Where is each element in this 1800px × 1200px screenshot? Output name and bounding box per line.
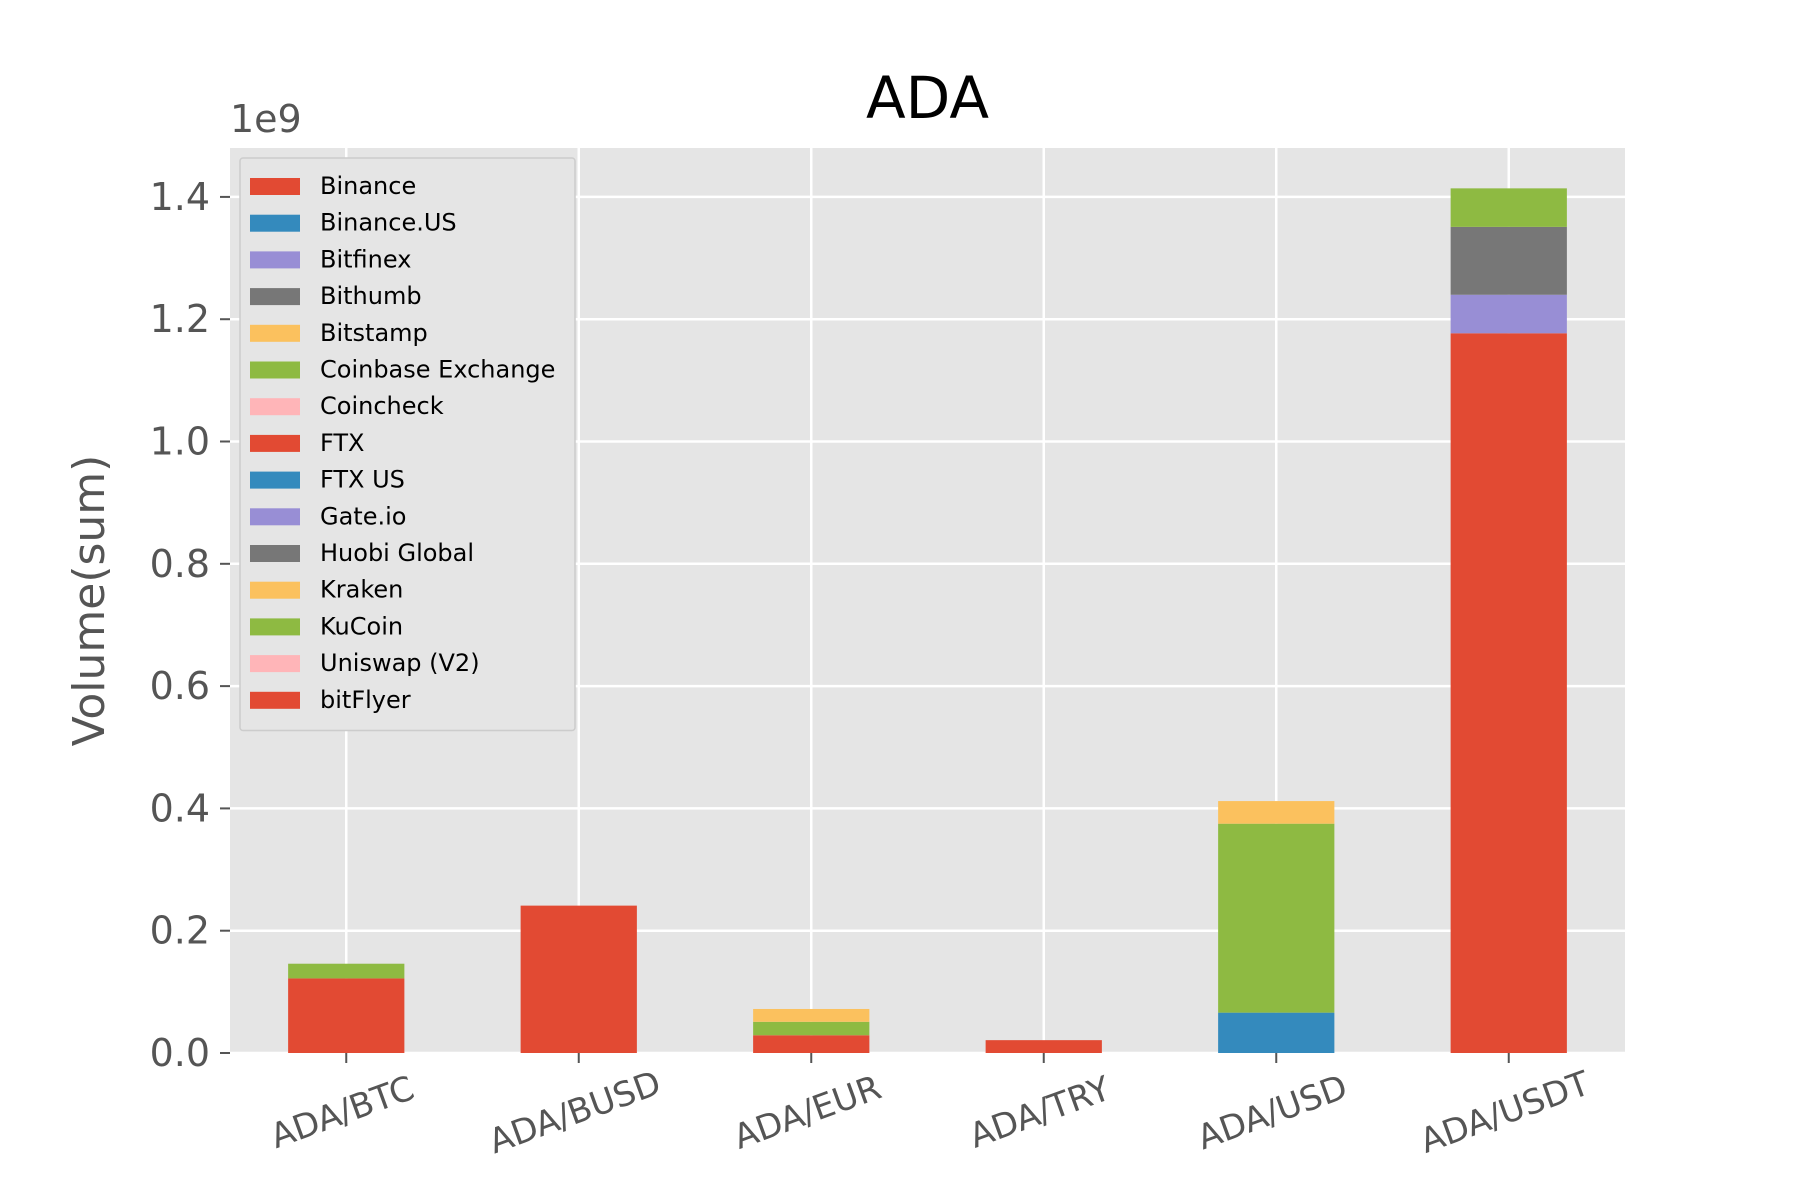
bar-segment — [1450, 294, 1567, 334]
bar-segment — [1450, 226, 1567, 295]
legend-swatch — [250, 251, 300, 269]
legend-swatch — [250, 691, 300, 709]
x-tick-label: ADA/BTC — [265, 1068, 419, 1157]
legend-entry: Binance — [320, 172, 416, 200]
x-tick-label: ADA/USDT — [1415, 1064, 1595, 1162]
y-offset-label: 1e9 — [230, 97, 302, 141]
legend-swatch — [250, 581, 300, 599]
legend-swatch — [250, 655, 300, 673]
legend-entry: Huobi Global — [320, 539, 474, 567]
bar-segment — [1450, 333, 1567, 1053]
legend-swatch — [250, 508, 300, 526]
y-tick-label: 1.0 — [150, 420, 210, 464]
bar-segment — [520, 905, 637, 1053]
legend: Binance Binance.US Bitfinex Bithumb Bitstamp… — [239, 157, 576, 732]
legend-entry: FTX — [320, 429, 364, 457]
y-tick-label: 0.4 — [150, 786, 210, 830]
legend-entry: Gate.io — [320, 502, 406, 530]
bar-segment — [753, 1035, 870, 1053]
y-tick-label: 0.6 — [150, 664, 210, 708]
y-tick-label: 0.0 — [150, 1031, 210, 1075]
legend-swatch — [250, 434, 300, 452]
legend-entry: Bitfinex — [320, 245, 411, 273]
legend-swatch — [250, 288, 300, 306]
legend-entry: Bithumb — [320, 282, 422, 310]
legend-swatch — [250, 618, 300, 636]
legend-entry: KuCoin — [320, 612, 403, 640]
y-tick-label: 0.8 — [150, 542, 210, 586]
legend-swatch — [250, 471, 300, 489]
bars — [288, 188, 1567, 1053]
legend-entry: Kraken — [320, 576, 403, 604]
x-tick-label: ADA/EUR — [728, 1068, 886, 1158]
legend-entry: bitFlyer — [320, 686, 411, 714]
bar-segment — [753, 1008, 870, 1022]
legend-swatch — [250, 361, 300, 379]
bar-segment — [985, 1040, 1102, 1053]
legend-swatch — [250, 214, 300, 232]
legend-swatch — [250, 178, 300, 195]
bar-segment — [1450, 188, 1567, 227]
legend-entry: Binance.US — [320, 209, 457, 237]
y-tick-label: 1.2 — [150, 297, 210, 341]
legend-swatch — [250, 324, 300, 342]
legend-frame — [239, 157, 576, 732]
legend-entry: Coincheck — [320, 392, 444, 420]
legend-entry: Coinbase Exchange — [320, 356, 555, 384]
chart-title: ADA — [866, 64, 989, 132]
bar-segment — [288, 978, 405, 1053]
bar-segment — [1218, 801, 1335, 824]
legend-entry: Bitstamp — [320, 319, 428, 347]
bar-segment — [753, 1021, 870, 1036]
legend-entry: FTX US — [320, 466, 405, 494]
legend-entry: Uniswap (V2) — [320, 649, 480, 677]
legend-swatch — [250, 398, 300, 416]
y-tick-label: 1.4 — [150, 175, 210, 219]
bar-segment — [288, 963, 405, 979]
bar-segment — [1218, 823, 1335, 1013]
bar-segment — [1218, 1012, 1335, 1053]
legend-swatch — [250, 545, 300, 562]
x-tick-label: ADA/TRY — [964, 1069, 1116, 1157]
x-tick-label: ADA/BUSD — [484, 1063, 666, 1162]
y-axis-label: Volume(sum) — [64, 455, 115, 747]
x-tick-label: ADA/USD — [1192, 1067, 1352, 1158]
y-tick-label: 0.2 — [150, 909, 210, 953]
